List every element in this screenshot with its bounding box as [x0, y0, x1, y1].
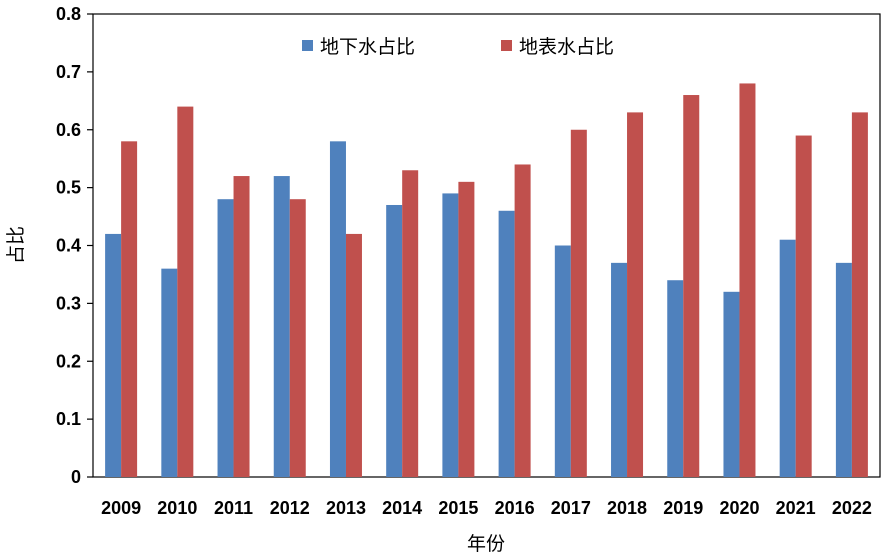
legend: 地下水占比 地表水占比	[302, 36, 614, 58]
y-tick-label: 0	[71, 467, 81, 487]
y-axis-title: 占比	[5, 226, 27, 264]
bar-groundwater	[498, 210, 515, 477]
bar-groundwater	[442, 193, 459, 477]
y-tick-label: 0.7	[56, 62, 81, 82]
legend-label: 地下水占比	[320, 36, 415, 58]
x-tick-label: 2011	[214, 498, 253, 518]
x-tick-label: 2014	[382, 498, 422, 518]
bar-surfacewater	[289, 199, 306, 477]
bar-groundwater	[611, 262, 628, 477]
plot-area	[92, 13, 881, 478]
bar-surfacewater	[121, 141, 138, 477]
y-tick-label: 0.3	[56, 293, 81, 313]
bar-surfacewater	[851, 112, 868, 477]
bar-groundwater	[386, 204, 403, 478]
bar-surfacewater	[795, 135, 812, 477]
bar-surfacewater	[627, 112, 644, 477]
y-tick-label: 0.8	[56, 4, 81, 24]
x-axis-title: 年份	[467, 533, 505, 555]
bar-surfacewater	[739, 83, 756, 477]
bar-groundwater	[105, 233, 122, 477]
x-tick-label: 2021	[776, 498, 816, 518]
bar-groundwater	[835, 262, 852, 477]
bar-surfacewater	[570, 129, 587, 477]
bar-surfacewater	[458, 181, 475, 477]
x-tick-label: 2020	[719, 498, 759, 518]
bar-groundwater	[667, 280, 684, 477]
x-tick-label: 2010	[157, 498, 197, 518]
bar-groundwater	[329, 141, 346, 477]
bar-groundwater	[273, 176, 290, 478]
bar-groundwater	[554, 245, 571, 477]
x-tick-label: 2013	[326, 498, 366, 518]
x-tick-label: 2016	[495, 498, 535, 518]
bar-groundwater	[723, 291, 740, 477]
x-tick-label: 2015	[438, 498, 478, 518]
x-tick-label: 2009	[101, 498, 141, 518]
bar-groundwater	[217, 199, 234, 477]
bar-surfacewater	[402, 170, 419, 477]
bar-surfacewater	[683, 95, 700, 478]
y-axis: 0 0.1 0.2 0.3 0.4 0.5 0.6 0.7 0.8	[56, 4, 93, 487]
legend-label: 地表水占比	[519, 36, 614, 58]
legend-swatch	[302, 40, 313, 51]
y-tick-label: 0.6	[56, 120, 81, 140]
bar-groundwater	[161, 268, 178, 477]
bar-surfacewater	[345, 233, 362, 477]
bars-group	[105, 83, 868, 478]
x-tick-label: 2012	[270, 498, 310, 518]
bar-groundwater	[779, 239, 796, 477]
bar-surfacewater	[233, 176, 250, 478]
x-tick-label: 2017	[551, 498, 591, 518]
x-tick-label: 2022	[832, 498, 872, 518]
y-tick-label: 0.5	[56, 178, 81, 198]
y-tick-label: 0.2	[56, 351, 81, 371]
x-tick-label: 2019	[663, 498, 703, 518]
y-tick-label: 0.4	[56, 236, 81, 256]
y-tick-label: 0.1	[56, 409, 81, 429]
x-axis: 2009 2010 2011 2012 2013 2014 2015 2016 2017 2018…	[101, 498, 872, 518]
x-tick-label: 2018	[607, 498, 647, 518]
bar-surfacewater	[177, 106, 194, 477]
legend-swatch	[501, 40, 512, 51]
bar-surfacewater	[514, 164, 531, 477]
